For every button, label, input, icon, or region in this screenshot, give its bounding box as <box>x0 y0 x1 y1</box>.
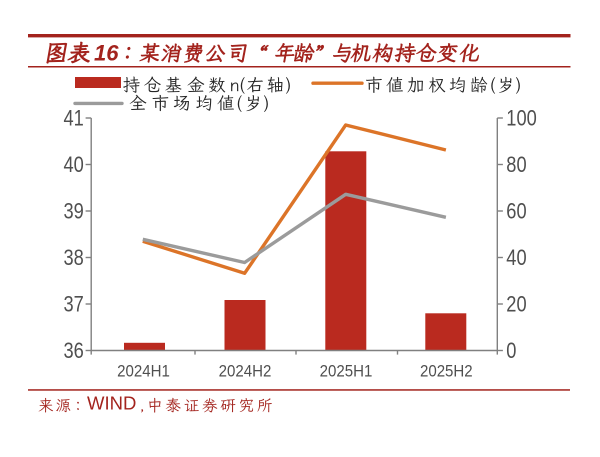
svg-text:80: 80 <box>506 154 526 178</box>
svg-text:2024H1: 2024H1 <box>117 363 170 381</box>
svg-text:16: 16 <box>94 40 119 65</box>
svg-text:60: 60 <box>506 200 526 224</box>
svg-text:40: 40 <box>63 154 83 178</box>
svg-text:0: 0 <box>506 340 516 364</box>
svg-text:20: 20 <box>506 293 526 317</box>
svg-text:2025H2: 2025H2 <box>420 363 473 381</box>
svg-text:2025H1: 2025H1 <box>320 363 373 381</box>
svg-text:36: 36 <box>63 340 83 364</box>
svg-text:100: 100 <box>506 107 536 131</box>
svg-text:WIND: WIND <box>87 393 136 414</box>
svg-text:38: 38 <box>63 247 83 271</box>
svg-text:40: 40 <box>506 247 526 271</box>
svg-text:39: 39 <box>63 200 83 224</box>
svg-text:37: 37 <box>63 293 83 317</box>
svg-text:2024H2: 2024H2 <box>219 363 272 381</box>
svg-text:41: 41 <box>63 107 83 131</box>
